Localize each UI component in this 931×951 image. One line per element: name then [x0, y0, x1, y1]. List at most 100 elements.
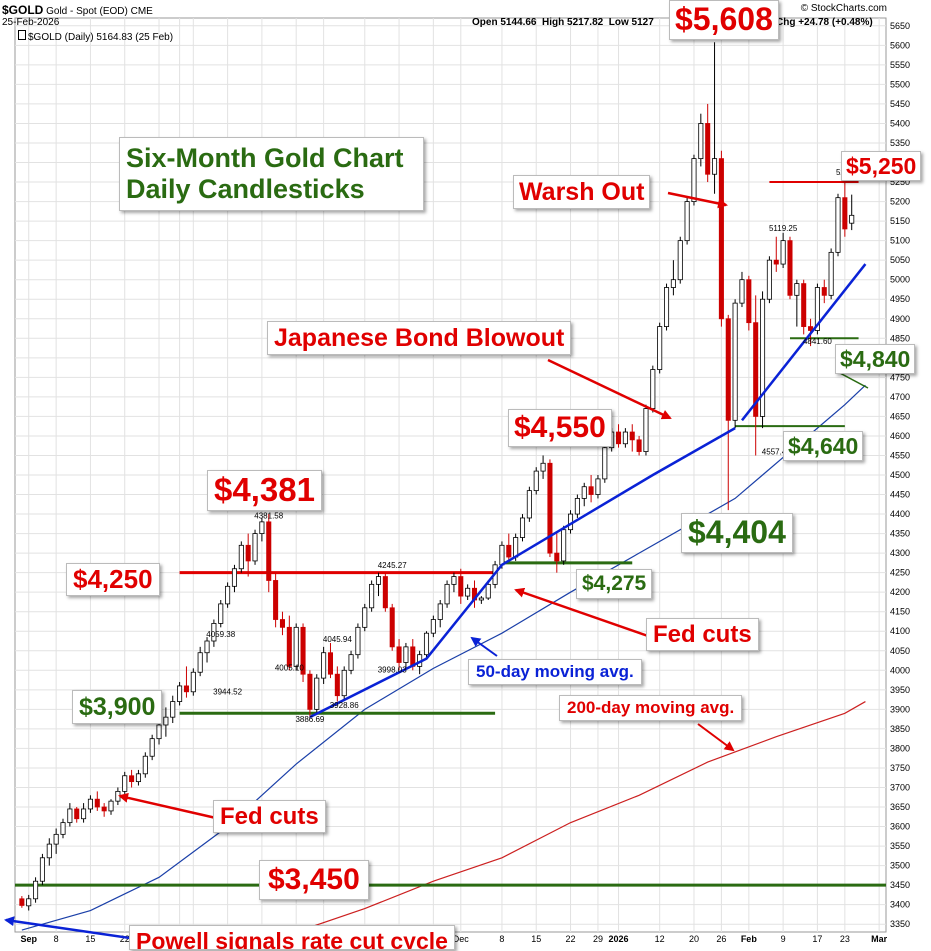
- candle-body: [327, 652, 334, 675]
- y-tick-label: 4750: [890, 372, 910, 382]
- candle-body: [273, 580, 279, 620]
- y-tick-label: 4450: [890, 490, 910, 500]
- candle-body: [341, 669, 347, 697]
- x-tick-label: Dec: [453, 934, 470, 944]
- candle-body: [787, 240, 793, 296]
- x-tick-label: 23: [840, 934, 850, 944]
- candle-body: [554, 552, 560, 562]
- candle-body: [444, 583, 450, 605]
- label-4550: $4,550: [508, 409, 612, 447]
- candle-body: [794, 283, 800, 296]
- candle-body: [808, 326, 814, 331]
- label-ma50: 50-day moving avg.: [468, 659, 642, 685]
- y-tick-label: 5450: [890, 99, 910, 109]
- x-tick-label: Feb: [741, 934, 758, 944]
- candle-body: [725, 318, 731, 421]
- candle-body: [94, 798, 100, 808]
- candle-body: [135, 773, 141, 783]
- candle-body: [53, 833, 59, 845]
- candle-body: [801, 283, 807, 327]
- candle-body: [561, 529, 567, 562]
- x-tick-label: 20: [689, 934, 699, 944]
- candle-body: [821, 287, 827, 296]
- candle-body: [732, 302, 738, 421]
- y-tick-label: 5000: [890, 275, 910, 285]
- label-4381: $4,381: [207, 470, 322, 511]
- y-tick-label: 4250: [890, 568, 910, 578]
- candle-body: [773, 259, 779, 265]
- candle-body: [225, 585, 231, 605]
- candle-body: [636, 439, 642, 452]
- label-4640: $4,640: [783, 431, 864, 462]
- candle-body: [163, 716, 169, 726]
- candle-body: [602, 447, 608, 480]
- candle-body: [355, 626, 361, 656]
- arrow-powell: [4, 916, 131, 940]
- candles: [19, 42, 855, 911]
- candle-body: [691, 158, 697, 202]
- candle-body: [46, 843, 52, 859]
- candle-body: [766, 259, 772, 300]
- x-tick-label: 26: [716, 934, 726, 944]
- symbol: $GOLD: [2, 3, 44, 17]
- candle-body: [300, 626, 306, 675]
- header-date: 25-Feb-2026: [2, 17, 60, 28]
- title-line2: Daily Candlesticks: [126, 174, 365, 205]
- candle-body: [677, 240, 683, 281]
- title-line1: Six-Month Gold Chart: [126, 143, 404, 173]
- candle-body: [369, 583, 375, 609]
- label-4404: $4,404: [681, 513, 793, 553]
- price-label: 4557.40: [762, 447, 791, 456]
- trendline: [740, 263, 867, 422]
- ohlc-readout: Open 5144.66 High 5217.82 Low 5127: [472, 17, 654, 28]
- label-5250: $5,250: [841, 151, 922, 182]
- candle-body: [60, 822, 66, 835]
- candle-body: [664, 287, 670, 327]
- x-tick-label: 2026: [609, 934, 629, 944]
- price-label: 4381.58: [254, 512, 283, 521]
- high-value: High 5217.82: [542, 17, 604, 28]
- y-tick-label: 4000: [890, 665, 910, 675]
- y-axis: 3350 3400 3450 3500 3550 3600 3650 3700 3750 3800…: [890, 21, 910, 929]
- candle-body: [458, 576, 464, 597]
- candle-body: [231, 568, 237, 587]
- candle-body: [581, 486, 587, 499]
- candle-body: [321, 652, 327, 679]
- label-3900: $3,900: [72, 690, 163, 725]
- y-tick-label: 4900: [890, 314, 910, 324]
- price-label: 4059.38: [206, 630, 235, 639]
- y-tick-label: 3450: [890, 880, 910, 890]
- arrow-japan: [547, 358, 672, 420]
- y-tick-label: 5350: [890, 138, 910, 148]
- y-tick-label: 4100: [890, 626, 910, 636]
- candle-body: [519, 517, 526, 538]
- candle-body: [293, 626, 299, 667]
- price-label: 5119.25: [769, 224, 798, 233]
- candle-body: [101, 806, 107, 812]
- x-tick-label: 22: [120, 934, 130, 944]
- y-tick-label: 4500: [890, 470, 910, 480]
- x-tick-label: 9: [781, 934, 786, 944]
- y-tick-label: 5250: [890, 177, 910, 187]
- candle-body: [835, 197, 841, 253]
- candle-body: [183, 685, 189, 693]
- candle-body: [115, 790, 121, 802]
- price-label: 3886.69: [295, 715, 324, 724]
- y-tick-label: 3850: [890, 724, 910, 734]
- candle-body: [698, 123, 704, 160]
- candle-body: [348, 654, 354, 671]
- arrow-4840: [837, 371, 869, 389]
- candle-body: [547, 462, 553, 554]
- candle-body: [746, 279, 752, 324]
- candle-body: [149, 738, 155, 757]
- y-tick-label: 4850: [890, 333, 910, 343]
- candle-body: [129, 775, 135, 783]
- y-tick-label: 4200: [890, 587, 910, 597]
- y-tick-label: 4650: [890, 411, 910, 421]
- x-tick-label: 15: [531, 934, 541, 944]
- arrow-fedcuts2: [118, 792, 217, 820]
- candle-body: [334, 673, 340, 697]
- candle-body: [396, 646, 402, 663]
- trendline: [309, 427, 736, 719]
- candle-body: [266, 521, 272, 581]
